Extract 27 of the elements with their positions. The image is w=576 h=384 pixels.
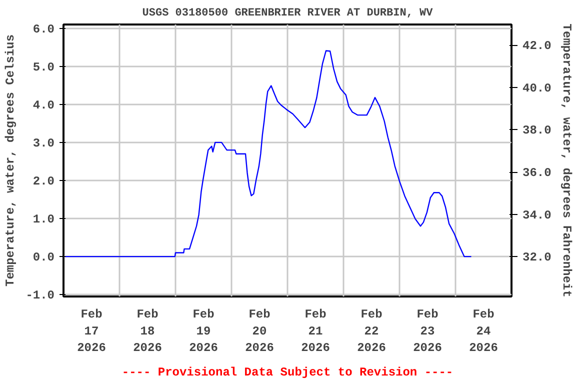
x-tick-label: Feb 17 2026: [77, 308, 106, 356]
y-axis-title: Temperature, water, degrees Celsius: [4, 34, 18, 287]
y-tick-label: 3.0: [32, 136, 55, 150]
text: ---- Provisional Data Subject to Revision ----: [122, 366, 454, 380]
chart-title: USGS 03180500 GREENBRIER RIVER AT DURBIN, WV: [142, 8, 434, 20]
y-tick-label: 4.0: [32, 98, 55, 112]
y2-tick-label: 36.0: [522, 166, 552, 180]
y-tick-label: 0.0: [32, 250, 55, 265]
y2-tick-label: 32.0: [522, 250, 552, 265]
x-tick-label: Feb 20 2026: [245, 308, 274, 356]
x-tick-label: Feb 19 2026: [189, 308, 218, 356]
y-tick-label: -1.0: [26, 288, 55, 303]
y2-tick-label: 42.0: [522, 39, 552, 54]
x-tick-label: Feb 24 2026: [469, 308, 498, 356]
y2-tick-label: 40.0: [522, 81, 552, 96]
x-tick-label: Feb 21 2026: [301, 308, 330, 356]
line-series: [64, 50, 472, 258]
x-tick-label: Feb 23 2026: [413, 308, 442, 356]
x-tick-label: Feb 18 2026: [133, 308, 162, 356]
y2-tick-label: 34.0: [522, 208, 552, 222]
y-tick-label: 6.0: [32, 22, 55, 36]
y2-axis-title: Temperature, water, degrees Fahrenheit: [559, 24, 574, 298]
y2-tick-label: 38.0: [522, 124, 552, 138]
y-tick-label: 2.0: [32, 174, 55, 188]
y-tick-label: 5.0: [32, 60, 55, 74]
x-tick-label: Feb 22 2026: [357, 308, 386, 356]
y-tick-label: 1.0: [32, 212, 55, 227]
